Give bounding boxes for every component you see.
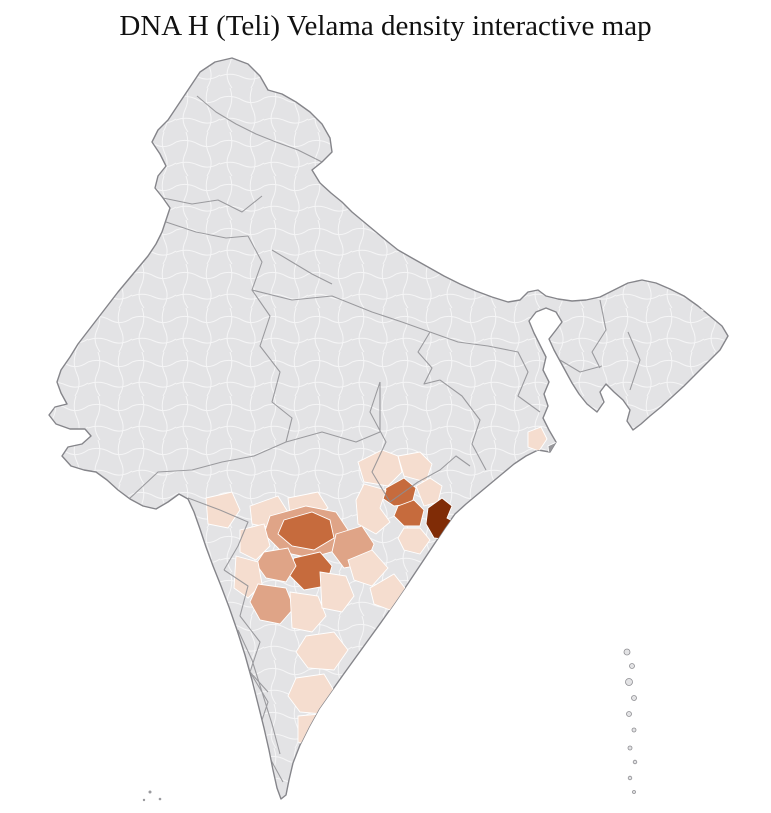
district-low-14[interactable] [295,631,349,671]
urban-area-1[interactable] [547,440,566,465]
district-low-18[interactable] [527,426,548,452]
district-low-8[interactable] [239,523,271,561]
lakshadweep-islands[interactable] [142,790,162,802]
page-title: DNA H (Teli) Velama density interactive … [119,10,652,42]
district-low-16[interactable] [297,713,329,749]
district-low-19[interactable] [699,292,724,315]
andaman-islands[interactable] [623,648,638,794]
district-low-4[interactable] [415,477,443,507]
state-borders [127,95,641,783]
district-low-5[interactable] [397,527,431,555]
district-high-3[interactable] [277,511,335,551]
district-low-11[interactable] [319,571,355,613]
district-low-17[interactable] [205,491,241,529]
district-high-2[interactable] [393,499,425,527]
district-medium-4[interactable] [249,583,295,625]
district-low-12[interactable] [347,549,389,587]
india-outline[interactable] [48,57,729,800]
district-low-10[interactable] [289,591,327,633]
district-low-2[interactable] [397,451,433,483]
